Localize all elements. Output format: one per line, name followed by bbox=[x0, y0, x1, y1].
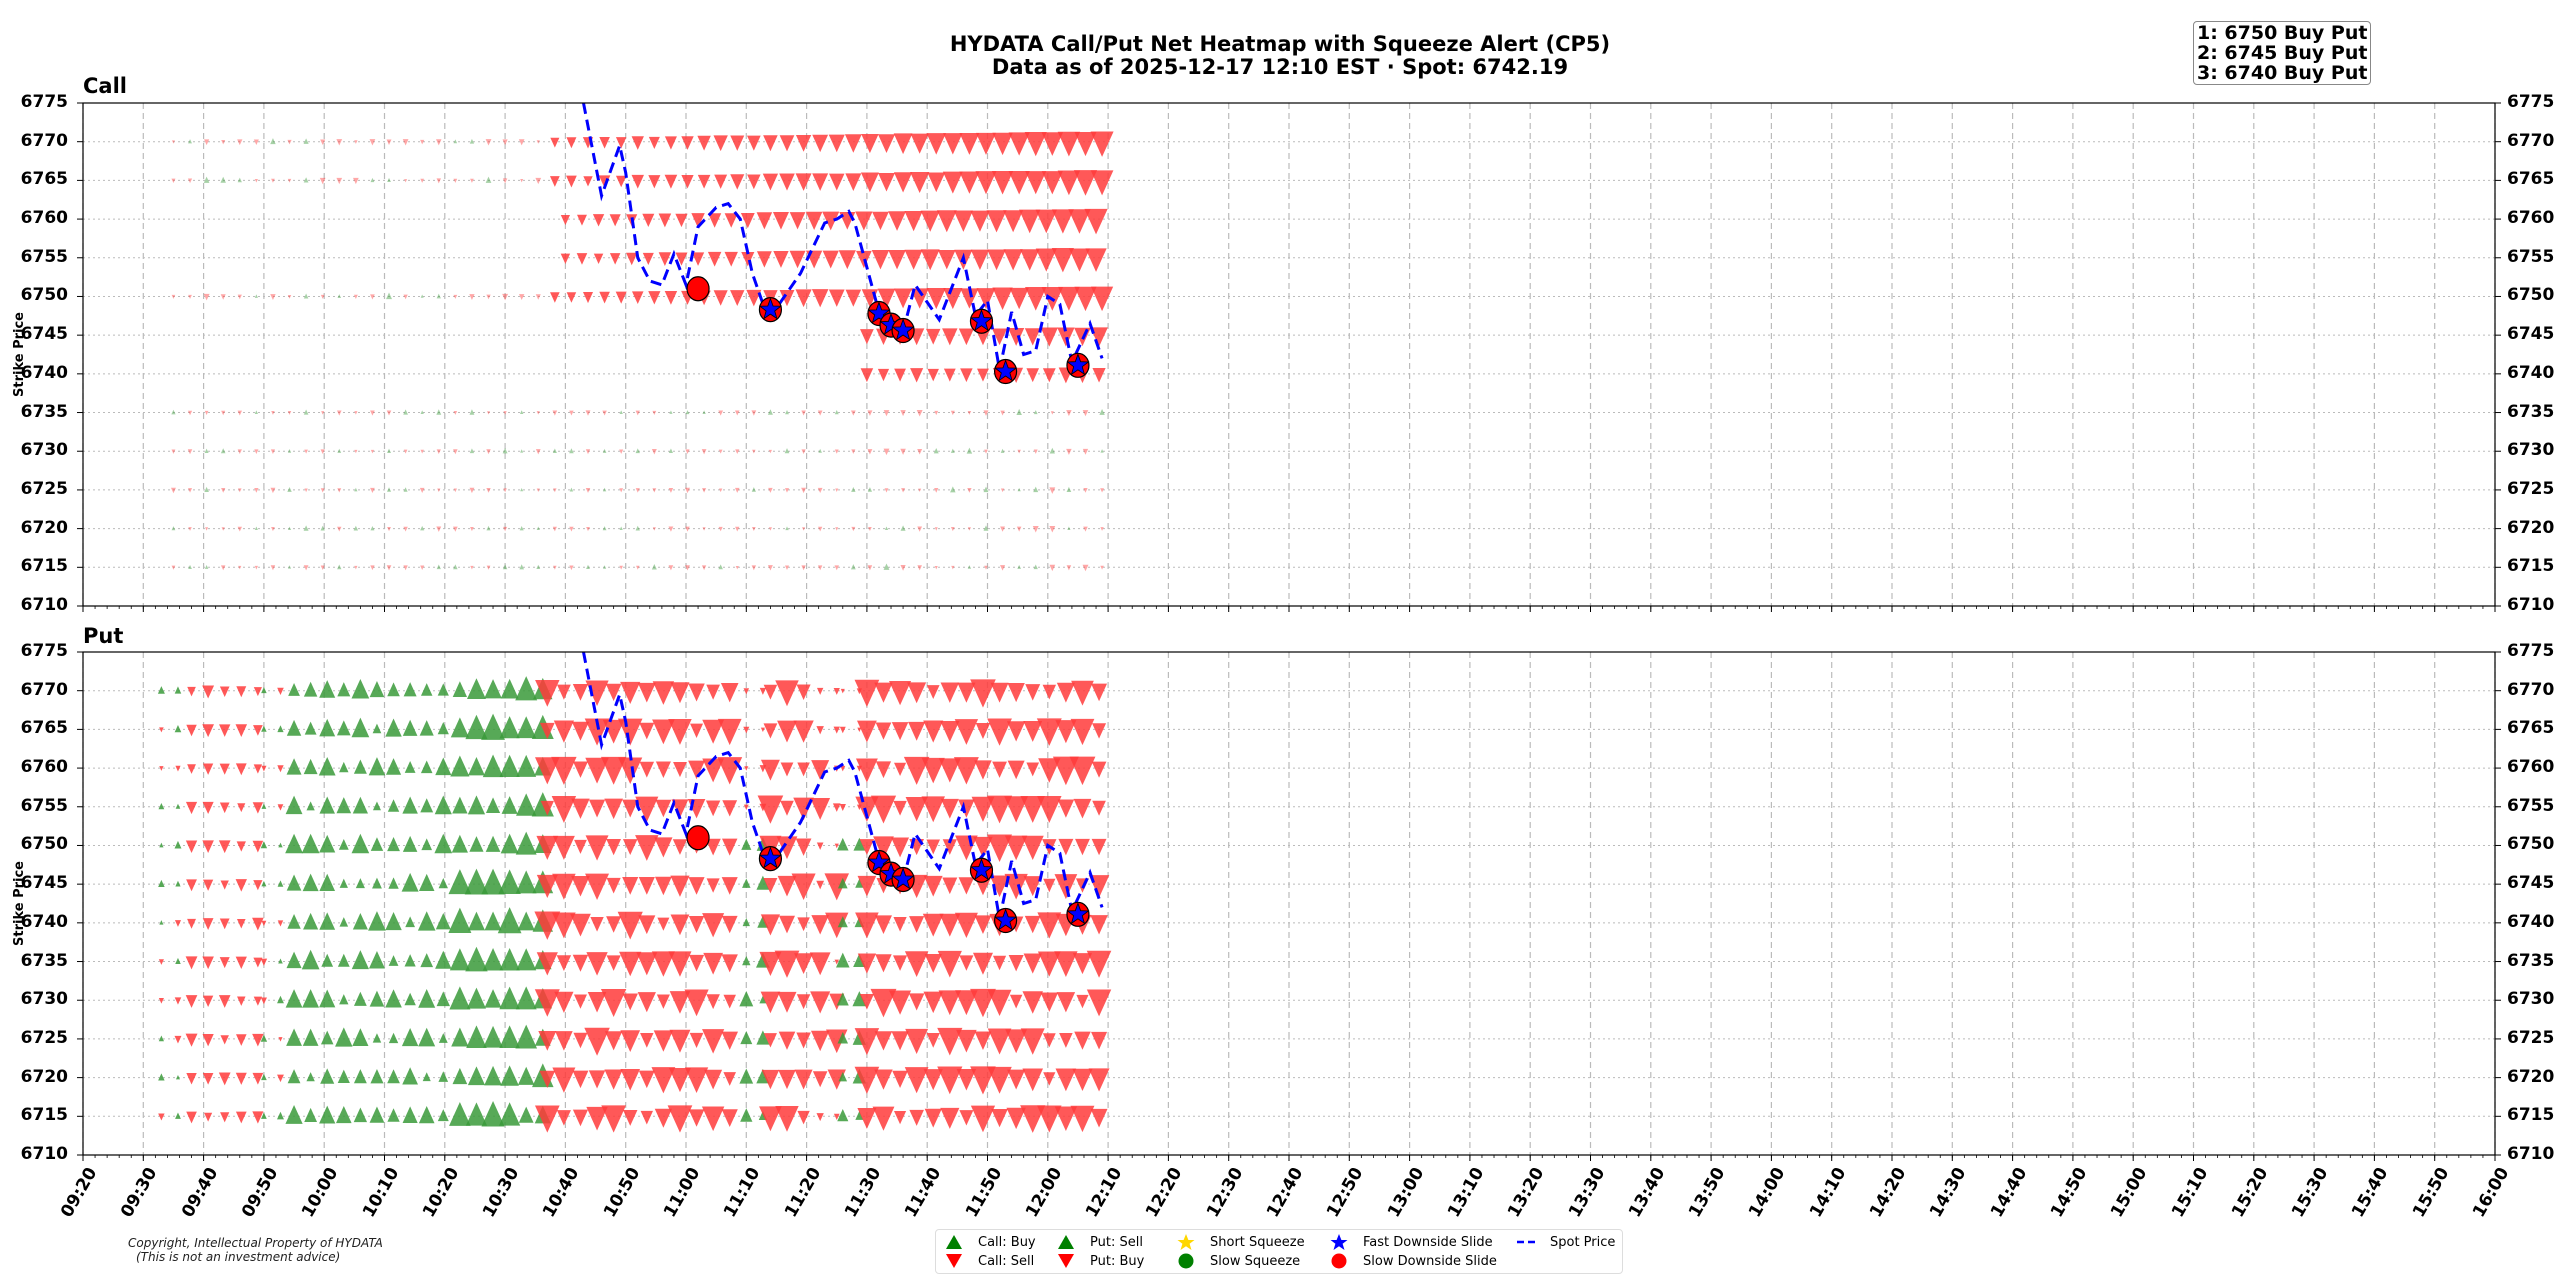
gold-star-icon bbox=[1177, 1234, 1195, 1250]
legend-fast-downside-slide: Fast Downside Slide bbox=[1329, 1233, 1493, 1251]
title-line-1: HYDATA Call/Put Net Heatmap with Squeeze… bbox=[949, 32, 1611, 56]
y-tick-label-right: 6710 bbox=[2507, 1144, 2555, 1164]
call-panel-title: Call bbox=[83, 74, 127, 98]
red-triangle-down-icon bbox=[1058, 1254, 1074, 1268]
y-tick-label-right: 6735 bbox=[2507, 401, 2555, 422]
alert-line-3: 3: 6740 Buy Put bbox=[2197, 62, 2368, 84]
green-triangle-up-icon bbox=[946, 1235, 962, 1249]
y-tick-label-right: 6750 bbox=[2507, 285, 2555, 306]
y-tick-label-right: 6770 bbox=[2507, 679, 2555, 700]
y-tick-label-right: 6710 bbox=[2507, 595, 2555, 615]
y-tick-label-right: 6730 bbox=[2507, 989, 2555, 1010]
legend-slow-squeeze: Slow Squeeze bbox=[1176, 1252, 1300, 1270]
y-tick-label: 6715 bbox=[20, 556, 68, 577]
y-tick-label: 6730 bbox=[20, 440, 68, 461]
y-tick-label-right: 6720 bbox=[2507, 517, 2555, 538]
legend-call-sell: Call: Sell bbox=[944, 1252, 1034, 1270]
y-tick-label: 6740 bbox=[20, 362, 68, 383]
y-tick-label-right: 6760 bbox=[2507, 757, 2555, 778]
y-tick-label: 6710 bbox=[20, 1144, 68, 1164]
y-tick-label-right: 6740 bbox=[2507, 362, 2555, 383]
y-tick-label-right: 6775 bbox=[2507, 92, 2555, 112]
chart-legend: Call: Buy Call: Sell Put: Sell Put: Buy … bbox=[935, 1229, 1623, 1274]
y-tick-label: 6745 bbox=[20, 873, 68, 894]
y-tick-label: 6775 bbox=[20, 641, 68, 661]
legend-label: Slow Squeeze bbox=[1210, 1253, 1301, 1269]
y-tick-label: 6750 bbox=[20, 285, 68, 306]
y-tick-label: 6770 bbox=[20, 130, 68, 151]
y-tick-label-right: 6715 bbox=[2507, 1105, 2555, 1126]
y-tick-label-right: 6715 bbox=[2507, 556, 2555, 577]
y-tick-label: 6760 bbox=[20, 208, 68, 229]
y-tick-label: 6710 bbox=[20, 595, 68, 615]
legend-spot-price: Spot Price bbox=[1516, 1233, 1615, 1251]
legend-label: Spot Price bbox=[1550, 1234, 1616, 1250]
y-tick-label: 6730 bbox=[20, 989, 68, 1010]
y-tick-label: 6720 bbox=[20, 517, 68, 538]
legend-label: Slow Downside Slide bbox=[1363, 1253, 1497, 1269]
y-tick-label-right: 6755 bbox=[2507, 795, 2555, 816]
legend-short-squeeze: Short Squeeze bbox=[1176, 1233, 1305, 1251]
y-tick-label: 6735 bbox=[20, 401, 68, 422]
y-tick-label-right: 6730 bbox=[2507, 440, 2555, 461]
legend-call-buy: Call: Buy bbox=[944, 1233, 1036, 1251]
y-tick-label-right: 6770 bbox=[2507, 130, 2555, 151]
y-tick-label-right: 6725 bbox=[2507, 1027, 2555, 1048]
y-tick-label: 6715 bbox=[20, 1105, 68, 1126]
y-tick-label: 6775 bbox=[20, 92, 68, 112]
legend-slow-downside-slide: Slow Downside Slide bbox=[1329, 1252, 1497, 1270]
alert-line-1: 1: 6750 Buy Put bbox=[2197, 22, 2368, 44]
y-tick-label-right: 6720 bbox=[2507, 1066, 2555, 1087]
legend-put-sell: Put: Sell bbox=[1056, 1233, 1143, 1251]
put-panel-title: Put bbox=[83, 624, 124, 648]
y-tick-label-right: 6765 bbox=[2507, 169, 2555, 190]
y-tick-label: 6750 bbox=[20, 834, 68, 855]
y-tick-label: 6735 bbox=[20, 950, 68, 971]
y-tick-label: 6725 bbox=[20, 478, 68, 499]
y-tick-label-right: 6760 bbox=[2507, 208, 2555, 229]
copyright-line-2: (This is not an investment advice) bbox=[136, 1250, 341, 1264]
y-tick-label: 6720 bbox=[20, 1066, 68, 1087]
y-tick-label-right: 6735 bbox=[2507, 950, 2555, 971]
legend-label: Call: Sell bbox=[978, 1253, 1035, 1269]
red-triangle-down-icon bbox=[946, 1254, 962, 1268]
y-tick-label-right: 6755 bbox=[2507, 246, 2555, 267]
legend-label: Short Squeeze bbox=[1210, 1234, 1305, 1250]
y-tick-label-right: 6750 bbox=[2507, 834, 2555, 855]
blue-star-icon bbox=[1330, 1234, 1348, 1250]
top-alert-box: 1: 6750 Buy Put 2: 6745 Buy Put 3: 6740 … bbox=[2193, 21, 2372, 85]
red-circle-icon bbox=[1331, 1253, 1347, 1269]
legend-label: Put: Sell bbox=[1090, 1234, 1143, 1250]
alert-line-2: 2: 6745 Buy Put bbox=[2197, 42, 2368, 64]
green-circle-icon bbox=[1178, 1253, 1194, 1269]
y-tick-label: 6725 bbox=[20, 1027, 68, 1048]
legend-label: Put: Buy bbox=[1090, 1253, 1145, 1269]
y-tick-label: 6760 bbox=[20, 757, 68, 778]
y-tick-label: 6765 bbox=[20, 718, 68, 739]
y-tick-label: 6770 bbox=[20, 679, 68, 700]
y-tick-label-right: 6745 bbox=[2507, 324, 2555, 345]
legend-label: Fast Downside Slide bbox=[1363, 1234, 1493, 1250]
y-tick-label: 6755 bbox=[20, 795, 68, 816]
y-tick-label-right: 6725 bbox=[2507, 478, 2555, 499]
copyright-notice: Copyright, Intellectual Property of HYDA… bbox=[128, 1236, 383, 1264]
y-tick-label-right: 6745 bbox=[2507, 873, 2555, 894]
green-triangle-up-icon bbox=[1058, 1235, 1074, 1249]
y-tick-label-right: 6775 bbox=[2507, 641, 2555, 661]
chart-title: HYDATA Call/Put Net Heatmap with Squeeze… bbox=[0, 33, 2560, 79]
y-tick-label: 6740 bbox=[20, 911, 68, 932]
y-tick-label: 6745 bbox=[20, 324, 68, 345]
y-tick-label-right: 6765 bbox=[2507, 718, 2555, 739]
title-line-2: Data as of 2025-12-17 12:10 EST · Spot: … bbox=[991, 55, 1569, 79]
y-tick-label-right: 6740 bbox=[2507, 911, 2555, 932]
legend-put-buy: Put: Buy bbox=[1056, 1252, 1144, 1270]
blue-dashed-line-icon bbox=[1517, 1240, 1536, 1244]
y-tick-label: 6755 bbox=[20, 246, 68, 267]
y-tick-label: 6765 bbox=[20, 169, 68, 190]
legend-label: Call: Buy bbox=[978, 1234, 1036, 1250]
copyright-line-1: Copyright, Intellectual Property of HYDA… bbox=[128, 1236, 383, 1250]
